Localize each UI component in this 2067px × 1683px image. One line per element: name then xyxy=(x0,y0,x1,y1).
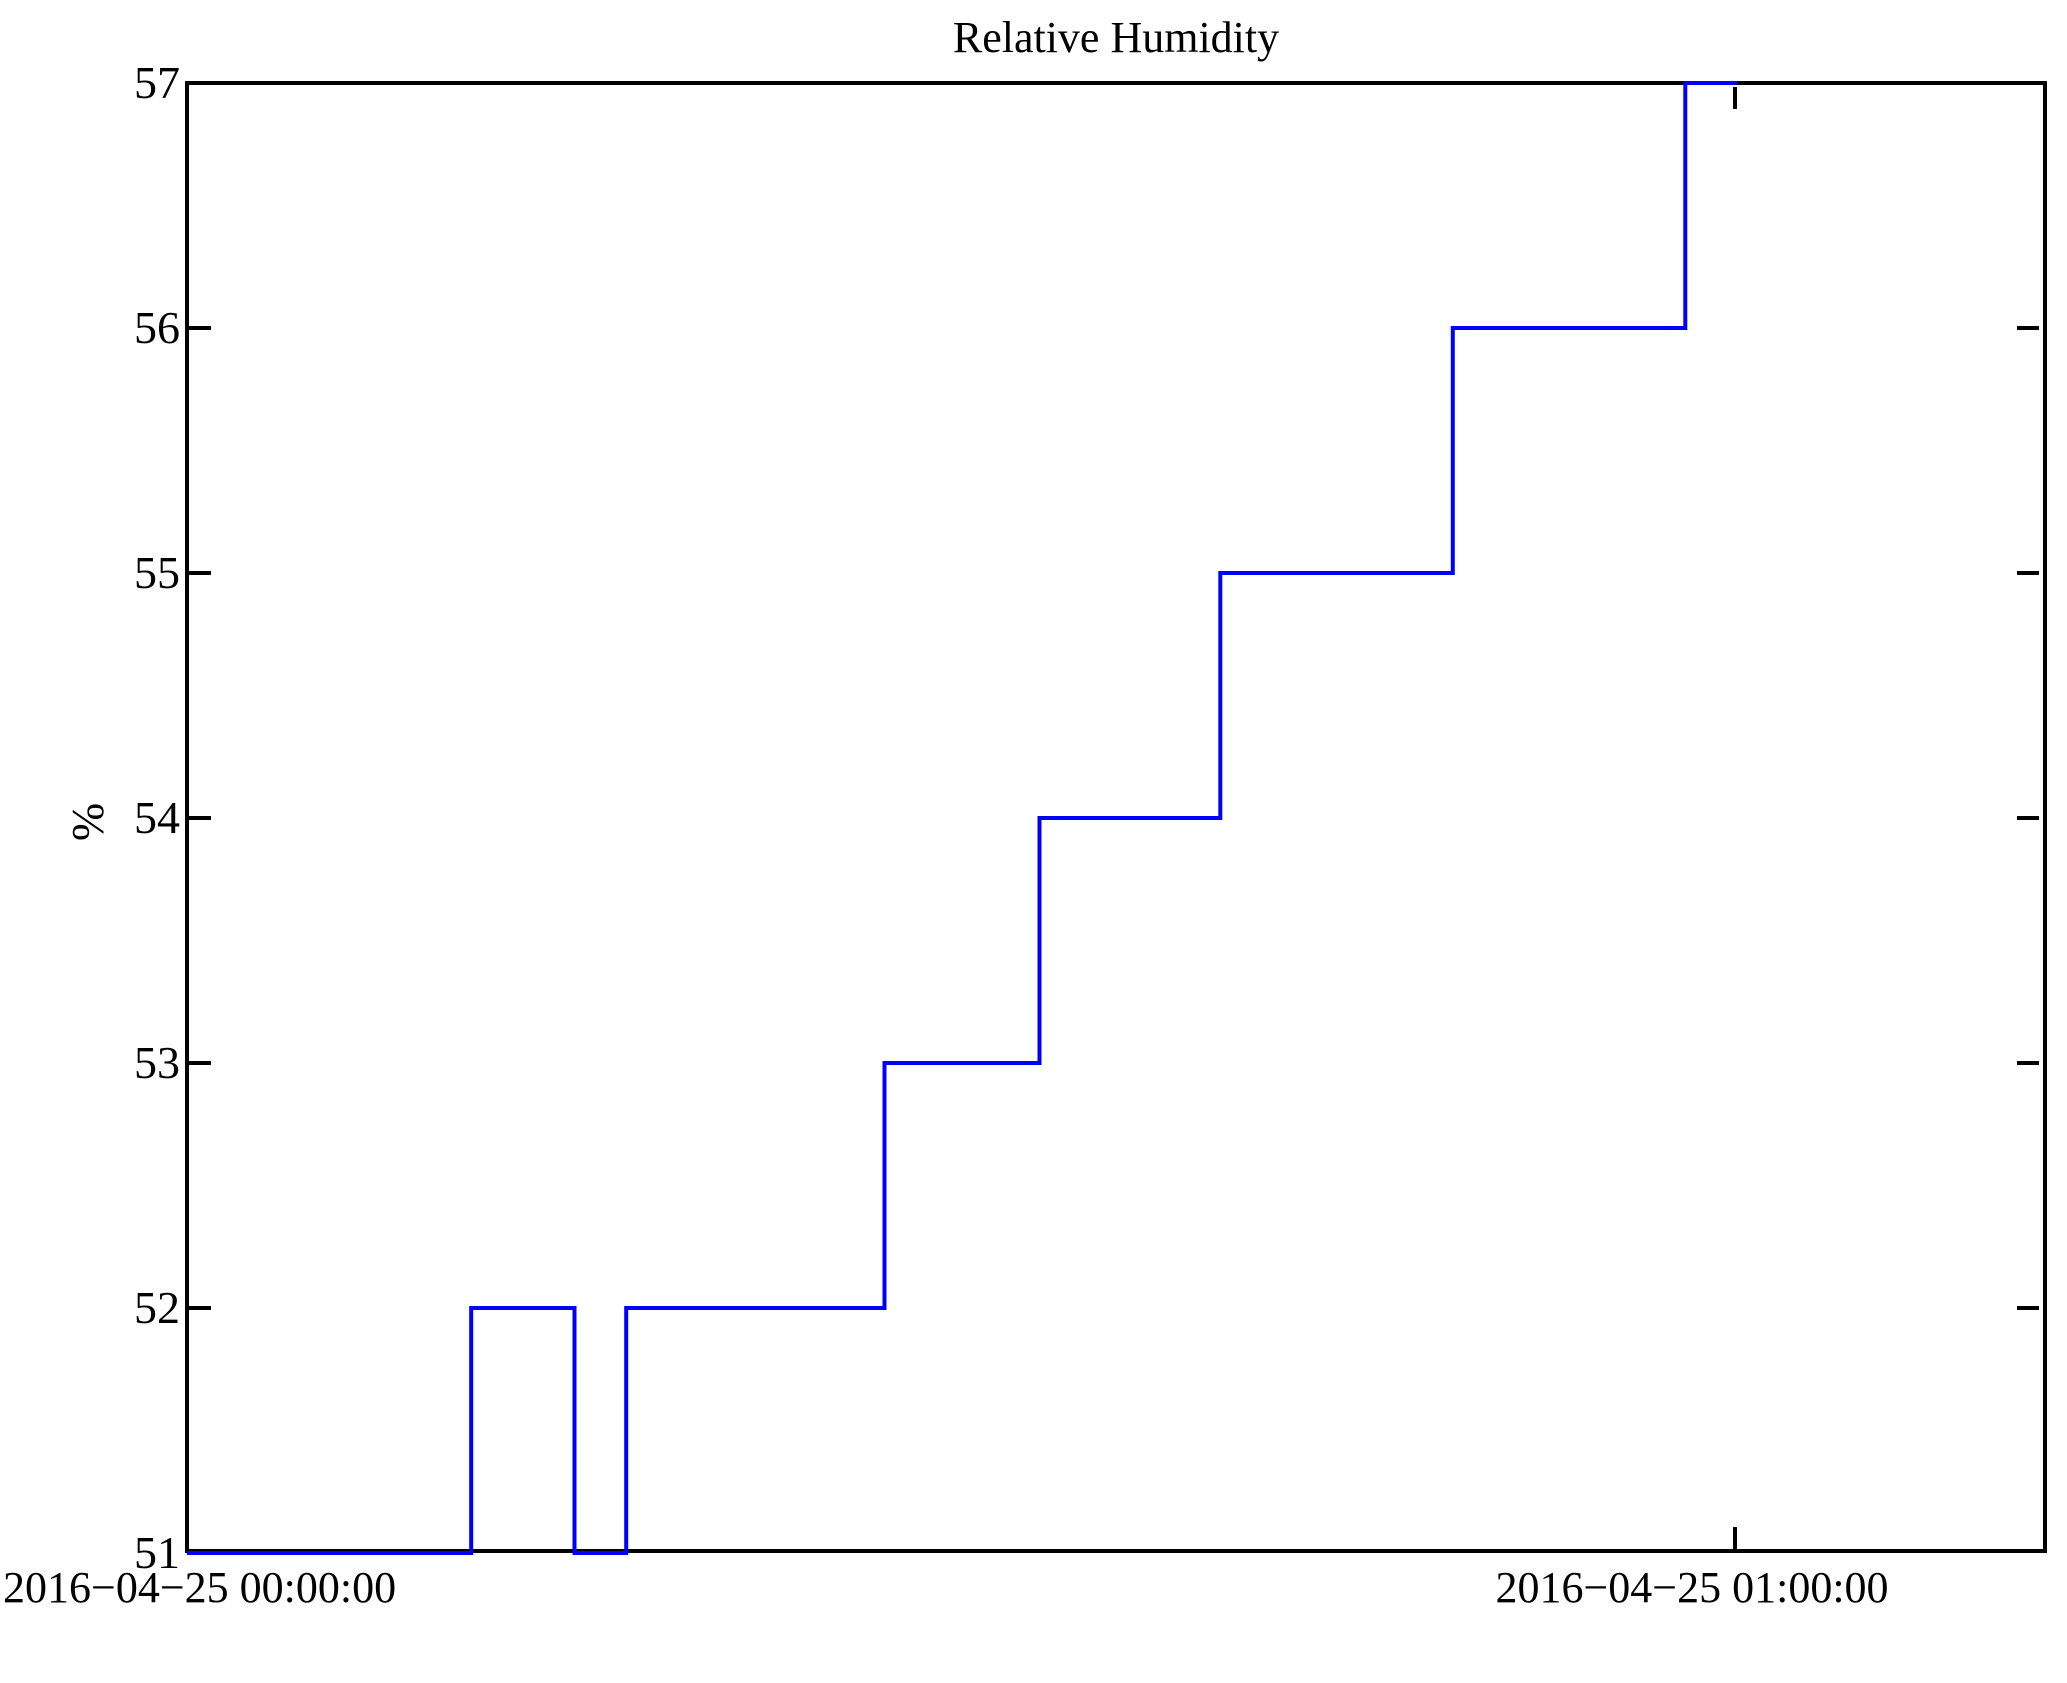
y-tick-label-54: 54 xyxy=(134,792,180,843)
y-tick-mark-left-55 xyxy=(189,571,211,575)
x-tick-label-end: 2016−04−25 01:00:00 xyxy=(1495,1563,1889,1612)
y-tick-mark-right-52 xyxy=(2017,1306,2039,1310)
humidity-step-line xyxy=(187,81,1737,1555)
y-tick-label-52: 52 xyxy=(134,1282,180,1333)
y-tick-label-57: 57 xyxy=(134,57,180,108)
x-tick-label-start: 2016−04−25 00:00:00 xyxy=(3,1563,397,1612)
y-tick-mark-left-56 xyxy=(189,326,211,330)
y-tick-label-55: 55 xyxy=(134,547,180,598)
y-tick-label-53: 53 xyxy=(134,1037,180,1088)
x-tick-mark-top-0100 xyxy=(1733,87,1737,109)
plot-border xyxy=(185,81,2047,1553)
x-tick-mark-bottom-0100 xyxy=(1733,1527,1737,1549)
y-tick-label-56: 56 xyxy=(134,302,180,353)
y-tick-mark-left-54 xyxy=(189,816,211,820)
y-tick-mark-left-52 xyxy=(189,1306,211,1310)
chart-title: Relative Humidity xyxy=(952,13,1280,62)
y-tick-mark-right-56 xyxy=(2017,326,2039,330)
y-tick-mark-right-53 xyxy=(2017,1061,2039,1065)
y-tick-mark-left-53 xyxy=(189,1061,211,1065)
y-tick-mark-right-54 xyxy=(2017,816,2039,820)
y-tick-mark-right-55 xyxy=(2017,571,2039,575)
y-tick-label-51: 51 xyxy=(134,1527,180,1578)
